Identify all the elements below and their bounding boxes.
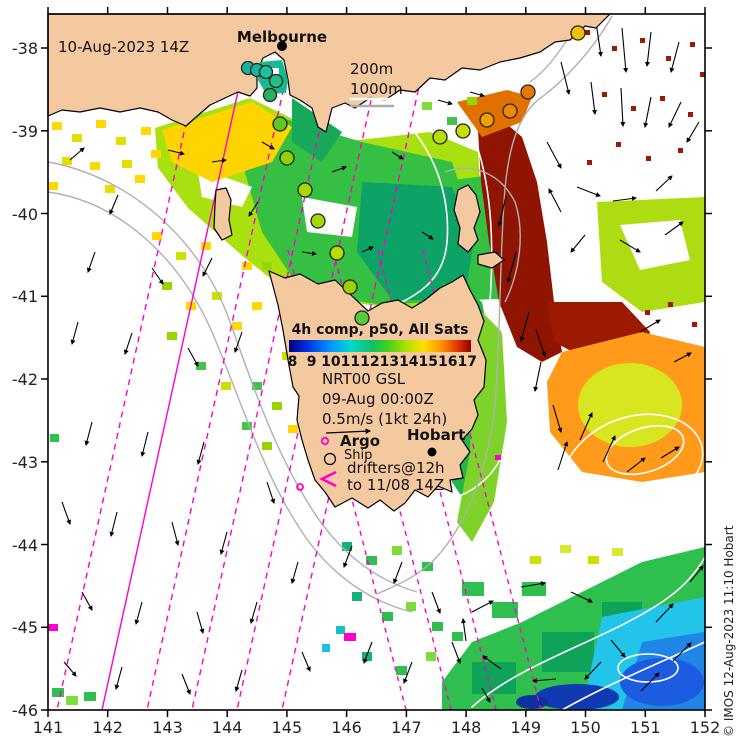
y-tick-label: -39 — [11, 121, 38, 141]
colorbar-tick: 15 — [418, 354, 439, 370]
obs-marker — [268, 73, 284, 89]
land-king-island — [213, 187, 233, 241]
map-frame — [47, 13, 706, 711]
x-tick-label: 151 — [630, 718, 661, 737]
hobart-marker — [427, 447, 437, 457]
argo-legend-label: Argo — [340, 432, 381, 450]
obs-marker — [329, 245, 345, 261]
land-flinders-island — [453, 184, 481, 253]
obs-marker — [479, 112, 495, 128]
obs-marker — [432, 129, 448, 145]
obs-marker — [297, 182, 313, 198]
model-label: NRT00 GSL — [322, 370, 406, 388]
x-tick-label: 148 — [450, 718, 482, 737]
land-victoria — [47, 13, 611, 133]
model-time-label: 09-Aug 00:00Z — [322, 390, 434, 408]
x-tick-label: 149 — [510, 718, 542, 737]
current-vectors-layer — [61, 21, 704, 703]
drifters-legend-label-2: to 11/08 14Z — [347, 476, 445, 494]
colorbar-tick: 17 — [457, 354, 477, 370]
colorbar-tick: 8 — [287, 354, 298, 370]
isobath-1000-label: 1000m — [350, 80, 403, 98]
colorbar-tick: 16 — [438, 354, 458, 370]
copyright-label: © IMOS 12-Aug-2023 11:10 Hobart — [722, 525, 736, 737]
ship-legend-symbol — [323, 452, 337, 466]
obs-markers-layer — [240, 25, 586, 326]
colorbar-tick: 14 — [399, 354, 419, 370]
colorbar-tick: 10 — [321, 354, 341, 370]
isobath-200-label: 200m — [350, 60, 394, 78]
obs-marker — [272, 116, 288, 132]
x-tick-label: 141 — [32, 718, 64, 737]
y-tick-label: -41 — [11, 287, 38, 307]
colorbar-title: 4h comp, p50, All Sats — [291, 322, 469, 338]
vector-scale-label: 0.5m/s (1kt 24h) — [322, 410, 448, 428]
obs-marker — [520, 84, 536, 100]
x-tick-label: 143 — [152, 718, 183, 737]
melbourne-label: Melbourne — [236, 28, 328, 46]
y-tick-label: -44 — [11, 535, 38, 555]
obs-marker — [258, 64, 274, 80]
y-tick-label: -38 — [11, 39, 38, 58]
colorbar-ticks: 8 9 10 11 12 13 14 15 16 17 — [283, 354, 477, 370]
obs-marker — [354, 310, 370, 326]
city-markers-layer — [277, 41, 437, 457]
sst-speckles-layer — [48, 30, 705, 705]
colorbar-tick: 9 — [306, 354, 317, 370]
obs-marker — [279, 150, 295, 166]
obs-marker — [570, 25, 586, 41]
obs-marker — [455, 123, 471, 139]
colorbar-tick: 12 — [360, 354, 380, 370]
x-tick-label: 145 — [271, 718, 303, 737]
land-cape-barren-island — [477, 251, 505, 269]
colorbar-tick: 13 — [379, 354, 400, 370]
x-tick-label: 152 — [689, 718, 721, 737]
x-tick-label: 142 — [92, 718, 123, 737]
obs-marker — [502, 103, 518, 119]
y-tick-label: -45 — [11, 618, 38, 638]
hobart-label: Hobart — [407, 426, 466, 444]
x-tick-label: 144 — [211, 718, 243, 737]
x-tick-label: 150 — [570, 718, 601, 737]
obs-marker — [262, 87, 278, 103]
x-tick-label: 147 — [391, 718, 422, 737]
argo-legend-symbol — [320, 436, 330, 446]
colorbar-tick: 11 — [340, 354, 361, 370]
obs-marker — [310, 213, 326, 229]
y-tick-label: -46 — [11, 701, 38, 720]
ssh-contours-layer — [281, 96, 706, 711]
legend-symbols — [319, 428, 372, 488]
obs-marker — [342, 279, 358, 295]
melbourne-marker — [277, 41, 287, 51]
axis-ticks — [41, 7, 712, 717]
y-tick-label: -43 — [11, 452, 38, 472]
x-tick-label: 146 — [331, 718, 362, 737]
y-tick-label: -42 — [11, 370, 38, 389]
ship-legend-label: Ship — [344, 448, 373, 463]
drifter-legend-symbol — [319, 470, 337, 488]
date-label: 10-Aug-2023 14Z — [58, 38, 190, 56]
colorbar-gradient — [289, 340, 471, 352]
argo-drifter-marks-layer — [48, 455, 501, 641]
drifters-legend-label-1: drifters@12h — [347, 459, 445, 477]
y-tick-label: -40 — [11, 204, 38, 224]
